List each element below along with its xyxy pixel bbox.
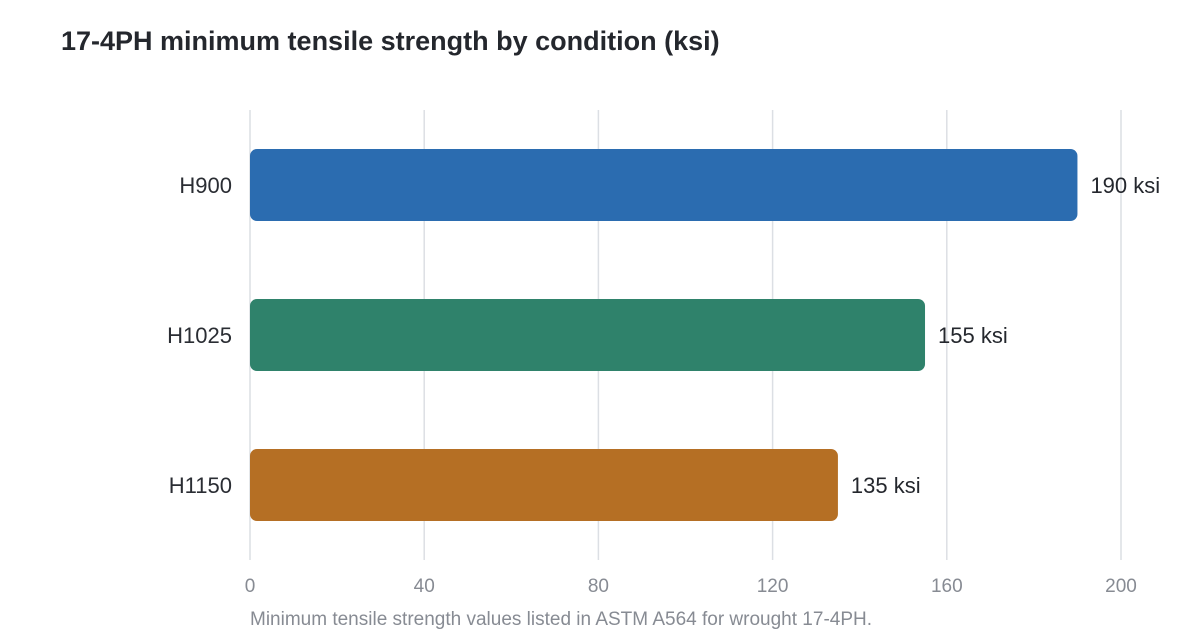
x-tick-label-120: 120: [757, 576, 789, 597]
labels: 0 40 80 120 160 200 H900 190 ksi H1025 155 ksi H11…: [167, 173, 1160, 597]
x-tick-label-40: 40: [414, 576, 435, 597]
value-label-h1025: 155 ksi: [938, 323, 1008, 348]
x-tick-label-80: 80: [588, 576, 609, 597]
category-label-h1150: H1150: [169, 473, 232, 498]
value-label-h1150: 135 ksi: [851, 473, 921, 498]
bar-h1025: [250, 299, 926, 371]
bars: [250, 149, 1078, 521]
x-tick-label-160: 160: [931, 576, 963, 597]
category-label-h900: H900: [179, 173, 232, 198]
x-tick-label-200: 200: [1105, 576, 1137, 597]
bar-h900: [250, 149, 1078, 221]
chart-title: 17-4PH minimum tensile strength by condi…: [61, 26, 720, 56]
category-label-h1025: H1025: [167, 323, 232, 348]
value-label-h900: 190 ksi: [1090, 173, 1160, 198]
x-tick-label-0: 0: [245, 576, 256, 597]
bar-h1150: [250, 449, 838, 521]
chart-note: Minimum tensile strength values listed i…: [250, 609, 873, 630]
